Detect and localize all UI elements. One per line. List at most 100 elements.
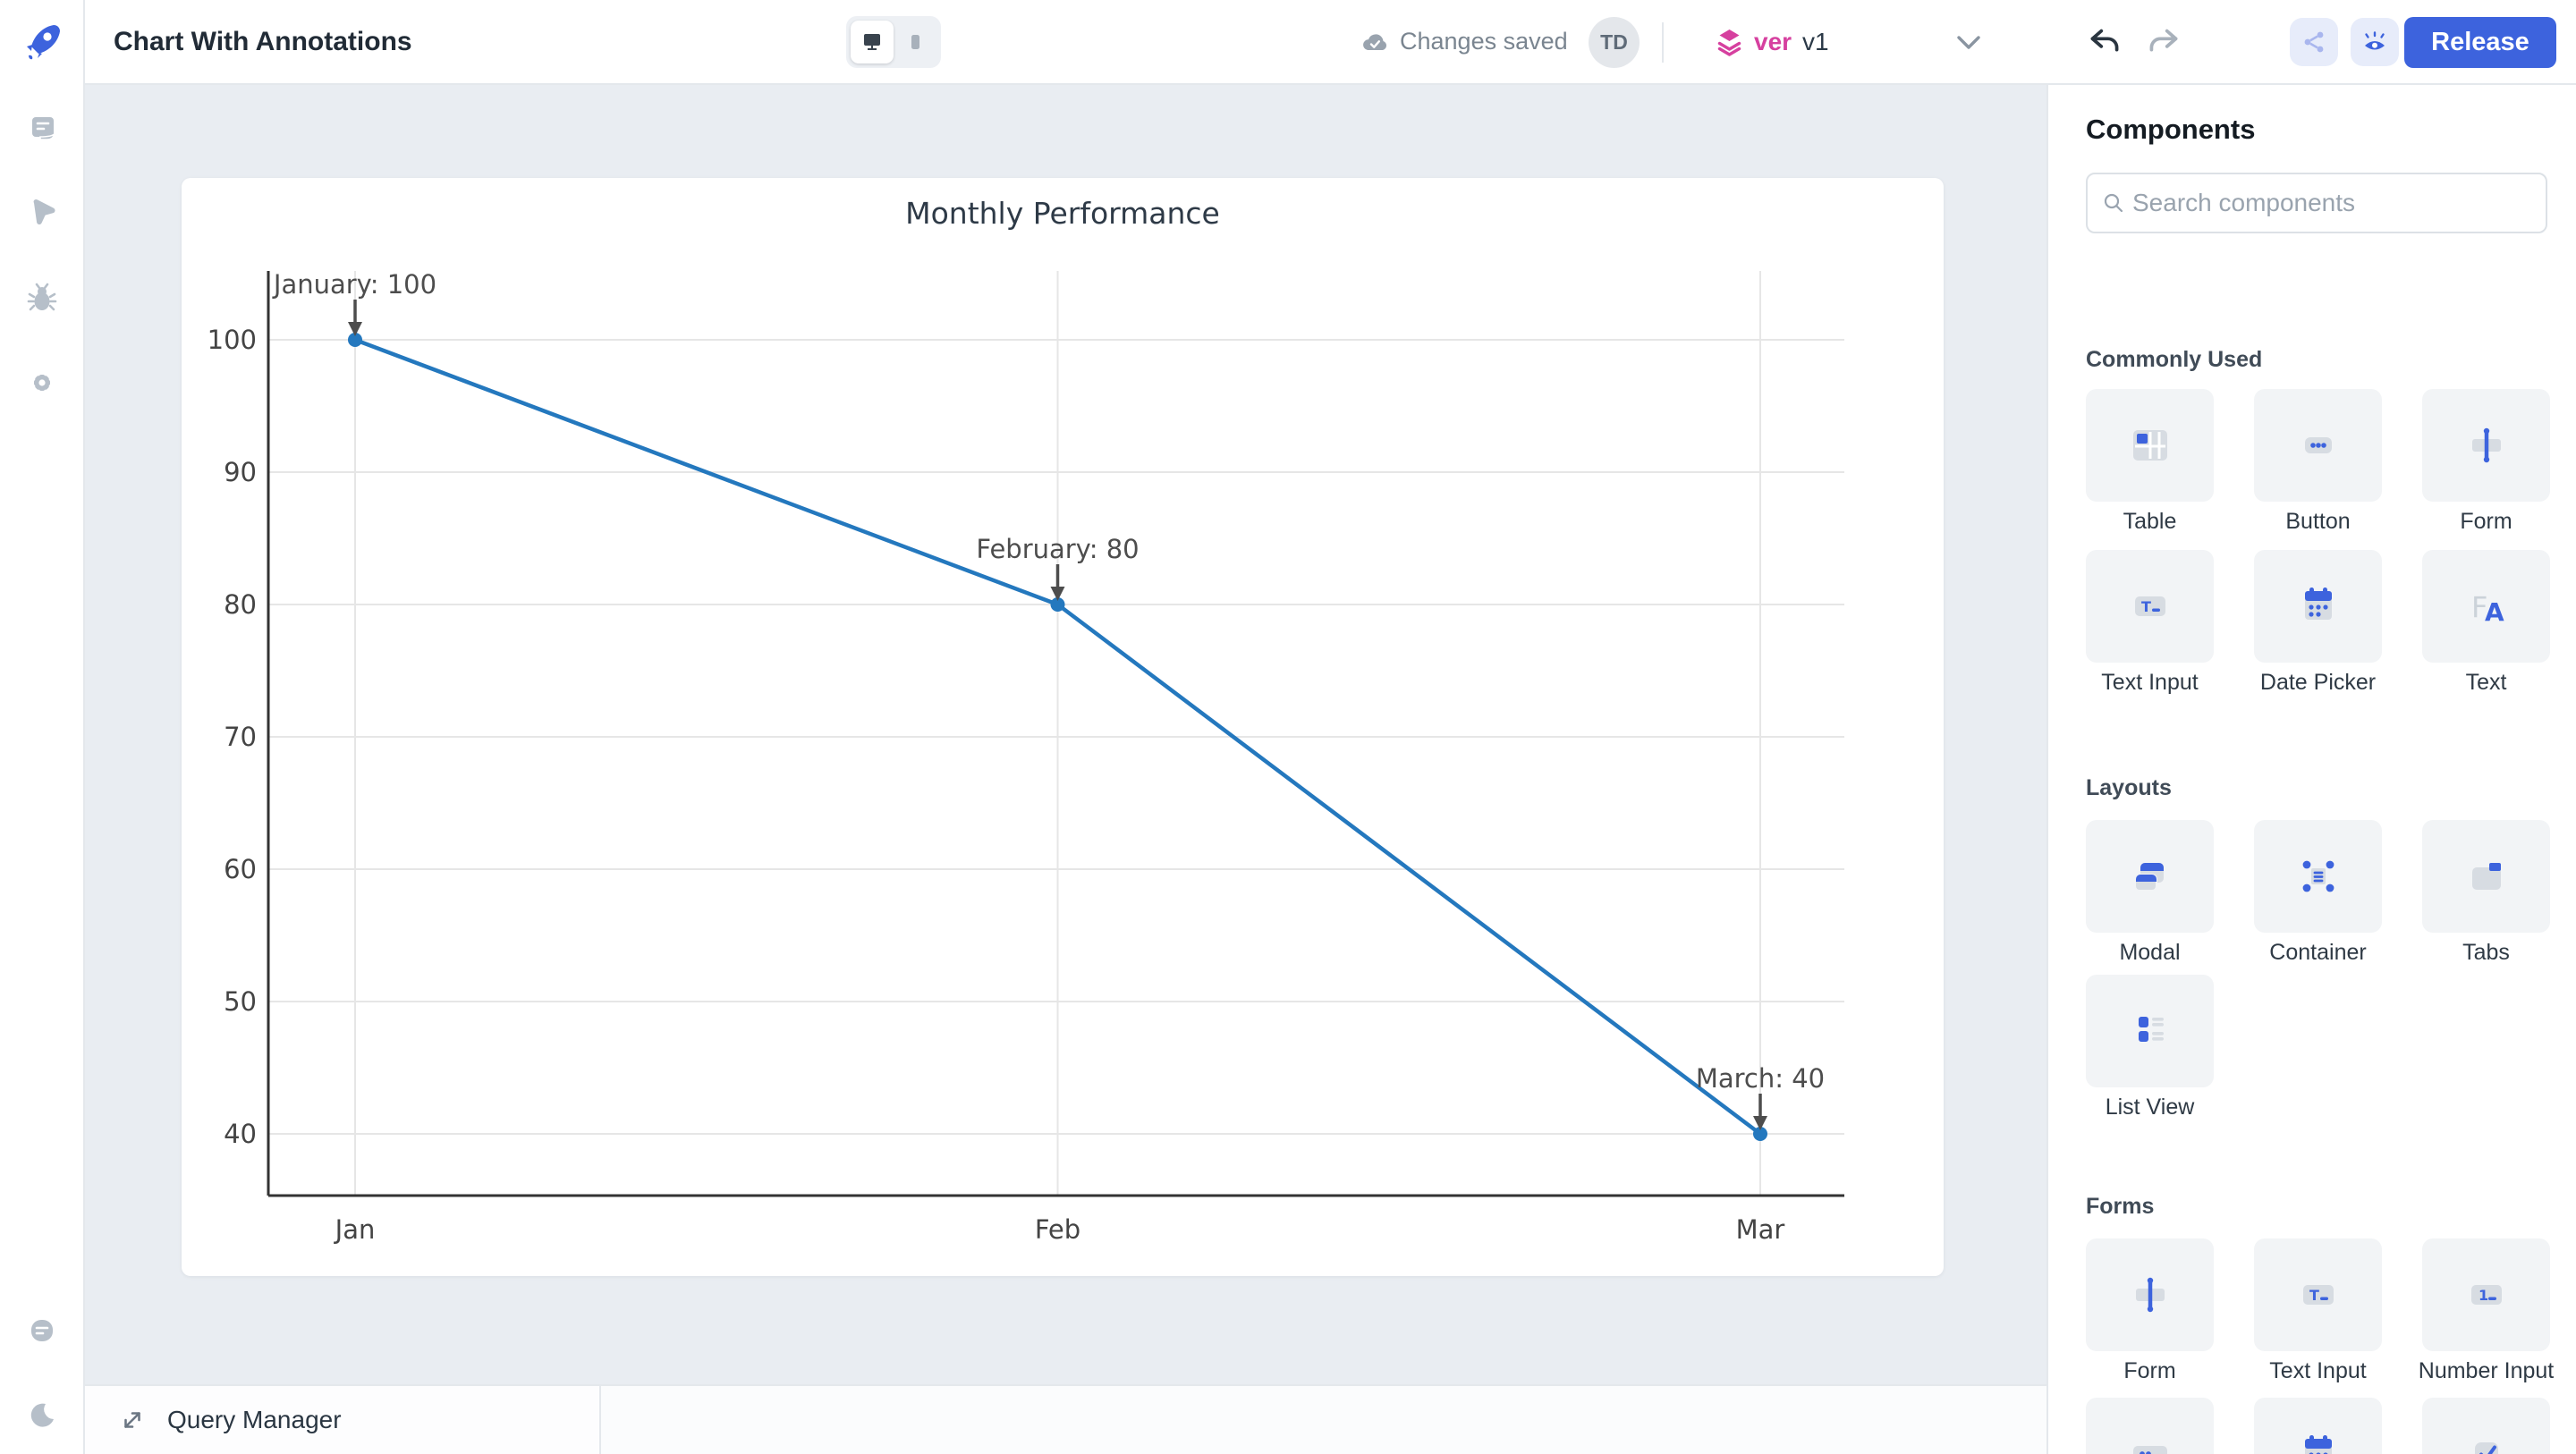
bottom-bar: Query Manager [85, 1384, 2046, 1454]
date-picker-icon [2304, 588, 2332, 620]
mobile-toggle[interactable] [894, 21, 936, 63]
data-point [1050, 597, 1065, 612]
section-heading: Commonly Used [2086, 347, 2263, 372]
svg-text:1: 1 [2479, 1287, 2488, 1304]
expand-icon[interactable] [119, 1407, 146, 1433]
save-status: Changes saved [1361, 0, 1568, 83]
svg-text:F: F [2471, 590, 2487, 624]
version-label: ver [1754, 27, 1792, 55]
form-icon [2471, 427, 2501, 463]
list-view-icon [2138, 1017, 2164, 1042]
undo-icon[interactable] [2086, 23, 2123, 61]
redo-icon[interactable] [2145, 23, 2182, 61]
component-tile-password-input[interactable] [2086, 1398, 2214, 1454]
date-picker-icon [2304, 1435, 2332, 1454]
svg-text:T: T [2141, 598, 2151, 615]
component-tile-container[interactable] [2254, 820, 2382, 933]
modal-icon [2133, 863, 2164, 892]
rocket-logo[interactable] [20, 20, 64, 64]
avatar[interactable]: TD [1589, 17, 1640, 68]
query-manager-bar[interactable]: Query Manager [85, 1384, 601, 1454]
navigation-cursor-icon[interactable] [24, 195, 60, 231]
tabs-icon [2471, 863, 2501, 890]
text-icon: FA [2471, 590, 2504, 627]
svg-text:A: A [2485, 597, 2504, 627]
component-tile-label: Text [2465, 670, 2507, 695]
theme-moon-icon[interactable] [24, 1398, 60, 1433]
component-tile-label: Form [2123, 1358, 2176, 1383]
component-tile-form[interactable] [2422, 389, 2550, 502]
component-tile-table[interactable] [2086, 389, 2214, 502]
page-title: Chart With Annotations [114, 26, 412, 56]
annotation-arrow [1050, 587, 1065, 601]
container-icon [2302, 860, 2334, 892]
debug-bug-icon[interactable] [24, 280, 60, 316]
x-tick-label: Jan [334, 1214, 376, 1245]
y-tick-label: 100 [208, 325, 257, 355]
layers-icon [1717, 29, 1741, 56]
component-tile-date-picker[interactable] [2254, 1398, 2382, 1454]
version-selector[interactable]: ver v1 [1716, 0, 1829, 83]
component-tile-label: Container [2269, 940, 2367, 965]
device-toggle[interactable] [846, 16, 941, 68]
query-manager-label: Query Manager [167, 1406, 342, 1433]
component-tile-tabs[interactable] [2422, 820, 2550, 933]
settings-gear-icon[interactable] [24, 365, 60, 401]
component-tile-button[interactable] [2254, 389, 2382, 502]
component-tile-checkbox[interactable] [2422, 1398, 2550, 1454]
preview-eye-icon [2365, 31, 2385, 50]
component-tile-form[interactable] [2086, 1238, 2214, 1351]
search-icon [2104, 193, 2123, 213]
save-status-label: Changes saved [1400, 28, 1568, 55]
component-tile-label: Tabs [2462, 940, 2510, 965]
component-tile-text-input[interactable]: T [2086, 550, 2214, 663]
annotation-label: January: 100 [272, 269, 436, 300]
number-input-icon: 1 [2470, 1285, 2502, 1305]
component-tile-number-input[interactable]: 1 [2422, 1238, 2550, 1351]
annotation-label: February: 80 [976, 534, 1139, 564]
svg-text:T: T [2309, 1287, 2319, 1304]
y-tick-label: 50 [224, 986, 257, 1017]
chat-icon[interactable] [24, 1313, 60, 1348]
text-input-icon: T [2134, 596, 2165, 616]
component-tile-label: Number Input [2418, 1358, 2555, 1383]
search-input[interactable] [2132, 189, 2517, 217]
section-heading: Layouts [2086, 775, 2172, 800]
preview-button[interactable] [2351, 18, 2399, 66]
password-input-icon [2132, 1446, 2167, 1454]
component-tile-label: Form [2460, 509, 2512, 534]
top-bar: Chart With Annotations Changes saved TD [0, 0, 2576, 85]
desktop-toggle[interactable] [851, 21, 894, 63]
component-tile-list-view[interactable] [2086, 975, 2214, 1087]
share-icon [2304, 31, 2324, 53]
component-tile-date-picker[interactable] [2254, 550, 2382, 663]
chevron-down-icon[interactable] [1953, 34, 1984, 52]
x-tick-label: Mar [1736, 1214, 1785, 1245]
component-tile-label: Modal [2119, 940, 2181, 965]
table-icon [2132, 430, 2167, 461]
pages-icon[interactable] [24, 110, 60, 146]
avatar-initials: TD [1600, 30, 1628, 54]
bottom-bar-rest [601, 1384, 2046, 1454]
x-tick-label: Feb [1035, 1214, 1080, 1245]
annotation-arrow [1753, 1116, 1767, 1130]
chart-widget[interactable]: Monthly Performance 40 50 60 70 80 90 100 Jan Fe… [182, 178, 1944, 1276]
release-button[interactable]: Release [2404, 17, 2556, 68]
component-tile-text-input[interactable]: T [2254, 1238, 2382, 1351]
data-point [348, 333, 362, 347]
component-tile-label: Text Input [2269, 1358, 2367, 1383]
component-search[interactable] [2086, 173, 2547, 233]
y-tick-label: 90 [224, 457, 257, 487]
editor-canvas[interactable]: Monthly Performance 40 50 60 70 80 90 100 Jan Fe… [85, 85, 2046, 1454]
component-tile-label: Text Input [2101, 670, 2199, 695]
component-tile-modal[interactable] [2086, 820, 2214, 933]
component-tile-label: List View [2105, 1095, 2195, 1120]
component-tile-label: Date Picker [2259, 670, 2377, 695]
data-point [1753, 1127, 1767, 1141]
mobile-icon [911, 35, 919, 49]
left-sidebar [0, 0, 85, 1454]
form-icon [2135, 1277, 2165, 1313]
share-button[interactable] [2290, 18, 2338, 66]
component-tile-label: Table [2123, 509, 2177, 534]
